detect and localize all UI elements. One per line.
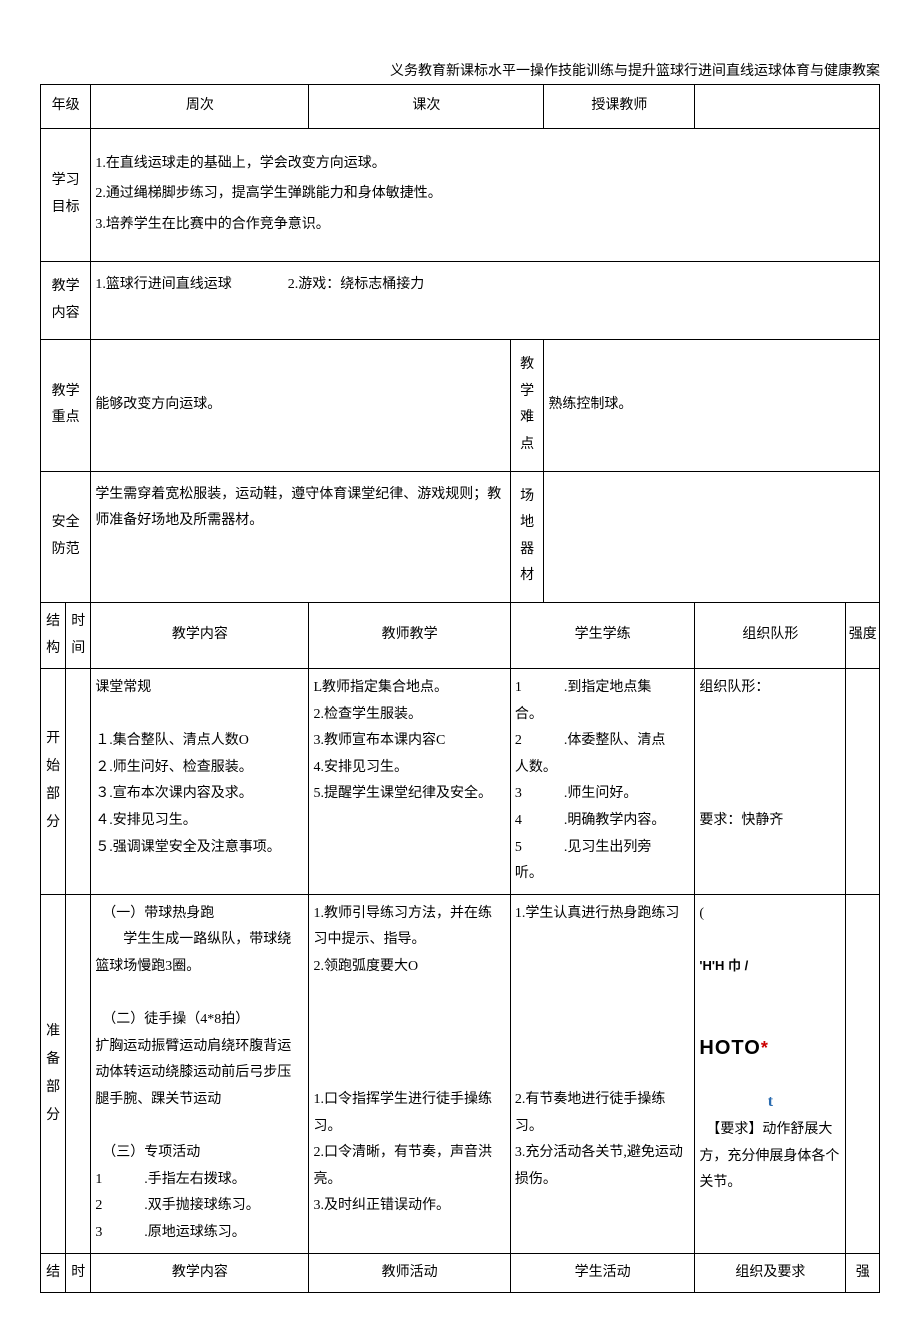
- goals-content: 1.在直线运球走的基础上，学会改变方向运球。 2.通过绳梯脚步练习，提高学生弹跳…: [91, 128, 880, 261]
- section-header-row: 结 构 时 间 教学内容 教师教学 学生学练 组织队形 强度: [41, 602, 880, 668]
- sh-student: 学生学练: [510, 602, 695, 668]
- prep-sym3: t: [768, 1093, 773, 1110]
- sh2-student: 学生活动: [510, 1253, 695, 1293]
- prep-part-teacher: 1.教师引导练习方法，并在练习中提示、指导。 2.领跑弧度要大O 1.口令指挥学…: [309, 894, 510, 1253]
- venue-text: [544, 471, 880, 602]
- teach-content-label: 教学 内容: [41, 261, 91, 339]
- document-title: 义务教育新课标水平一操作技能训练与提升篮球行进间直线运球体育与健康教案: [40, 60, 880, 80]
- prep-part-content: （一）带球热身跑 学生生成一路纵队，带球绕篮球场慢跑3圈。 （二）徒手操（4*8…: [91, 894, 309, 1253]
- sh2-time: 时: [66, 1253, 91, 1293]
- teacher-value: [695, 85, 880, 129]
- difficulty-text: 熟练控制球。: [544, 340, 880, 471]
- prep-formation-req: 【要求】动作舒展大方，充分伸展身体各个关节。: [699, 1117, 841, 1197]
- sh2-content: 教学内容: [91, 1253, 309, 1293]
- prep-part-time: [66, 894, 91, 1253]
- start-part-row: 开 始 部 分 课堂常规 １.集合整队、清点人数O ２.师生问好、检查服装。 ３…: [41, 669, 880, 895]
- sh-teacher: 教师教学: [309, 602, 510, 668]
- teach-content-row: 教学 内容 1.篮球行进间直线运球 2.游戏：绕标志桶接力: [41, 261, 880, 339]
- prep-part-intensity: [846, 894, 880, 1253]
- start-part-time: [66, 669, 91, 895]
- start-part-teacher: L教师指定集合地点。 2.检查学生服装。 3.教师宣布本课内容C 4.安排见习生…: [309, 669, 510, 895]
- sh2-struct: 结: [41, 1253, 66, 1293]
- sh-content: 教学内容: [91, 602, 309, 668]
- prep-part-student: 1.学生认真进行热身跑练习 2.有节奏地进行徒手操练习。 3.充分活动各关节,避…: [510, 894, 695, 1253]
- prep-sym2-star: *: [761, 1038, 768, 1058]
- start-part-formation: 组织队形： 要求：快静齐: [695, 669, 846, 895]
- week-label: 周次: [91, 85, 309, 129]
- teach-content-text: 1.篮球行进间直线运球 2.游戏：绕标志桶接力: [91, 261, 880, 339]
- sh-struct: 结 构: [41, 602, 66, 668]
- lesson-plan-table: 年级 周次 课次 授课教师 学习 目标 1.在直线运球走的基础上，学会改变方向运…: [40, 84, 880, 1293]
- keypoint-label: 教学 重点: [41, 340, 91, 471]
- safety-label: 安全 防范: [41, 471, 91, 602]
- start-part-content: 课堂常规 １.集合整队、清点人数O ２.师生问好、检查服装。 ３.宣布本次课内容…: [91, 669, 309, 895]
- venue-label: 场地 器材: [510, 471, 544, 602]
- teacher-label: 授课教师: [544, 85, 695, 129]
- start-part-intensity: [846, 669, 880, 895]
- safety-text: 学生需穿着宽松服装，运动鞋，遵守体育课堂纪律、游戏规则；教师准备好场地及所需器材…: [91, 471, 511, 602]
- sh2-teacher: 教师活动: [309, 1253, 510, 1293]
- section-header-row-2: 结 时 教学内容 教师活动 学生活动 组织及要求 强: [41, 1253, 880, 1293]
- header-row: 年级 周次 课次 授课教师: [41, 85, 880, 129]
- start-part-label: 开 始 部 分: [41, 669, 66, 895]
- sh-intensity: 强度: [846, 602, 880, 668]
- safety-row: 安全 防范 学生需穿着宽松服装，运动鞋，遵守体育课堂纪律、游戏规则；教师准备好场…: [41, 471, 880, 602]
- prep-sym1: 'H'H 巾 /: [699, 954, 841, 979]
- sh-formation: 组织队形: [695, 602, 846, 668]
- prep-part-row: 准 备 部 分 （一）带球热身跑 学生生成一路纵队，带球绕篮球场慢跑3圈。 （二…: [41, 894, 880, 1253]
- keypoint-row: 教学 重点 能够改变方向运球。 教学 难点 熟练控制球。: [41, 340, 880, 471]
- prep-part-formation: ( 'H'H 巾 / HOTO* t 【要求】动作舒展大方，充分伸展身体各个关节…: [695, 894, 846, 1253]
- keypoint-text: 能够改变方向运球。: [91, 340, 511, 471]
- goals-row: 学习 目标 1.在直线运球走的基础上，学会改变方向运球。 2.通过绳梯脚步练习，…: [41, 128, 880, 261]
- goals-label: 学习 目标: [41, 128, 91, 261]
- difficulty-label: 教学 难点: [510, 340, 544, 471]
- sh-time: 时 间: [66, 602, 91, 668]
- lesson-label: 课次: [309, 85, 544, 129]
- prep-part-label: 准 备 部 分: [41, 894, 66, 1253]
- sh2-formation: 组织及要求: [695, 1253, 846, 1293]
- sh2-intensity: 强: [846, 1253, 880, 1293]
- grade-label: 年级: [41, 85, 91, 129]
- prep-formation-prefix: (: [699, 906, 704, 921]
- start-part-student: 1 .到指定地点集 合。 2 .体委整队、清点 人数。 3 .师生问好。 4 .…: [510, 669, 695, 895]
- prep-sym2: HOTO: [699, 1037, 760, 1059]
